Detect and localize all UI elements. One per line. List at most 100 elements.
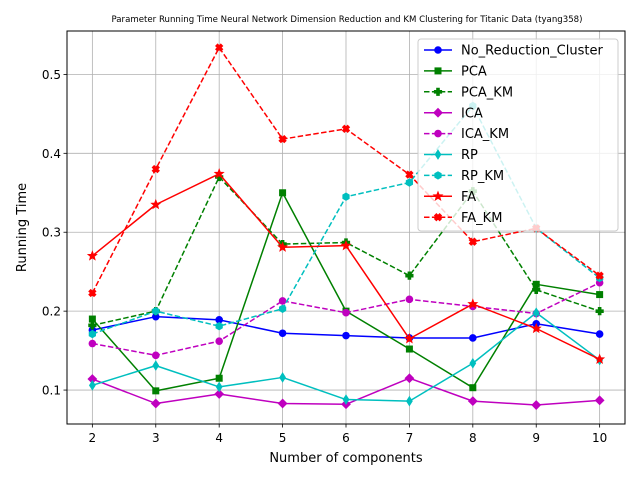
data-point-marker bbox=[215, 43, 224, 52]
data-point-marker bbox=[279, 189, 287, 197]
x-axis-label: Number of components bbox=[269, 451, 423, 466]
data-point-marker bbox=[340, 239, 352, 251]
data-point-marker bbox=[342, 331, 350, 340]
series-fa bbox=[86, 168, 606, 364]
data-point-marker bbox=[152, 306, 160, 316]
y-tick-label: 0.2 bbox=[42, 305, 61, 319]
data-point-marker bbox=[530, 322, 542, 334]
data-point-marker bbox=[278, 304, 287, 313]
legend-item: FA bbox=[424, 190, 476, 205]
legend-item: PCA_KM bbox=[424, 85, 513, 100]
data-point-marker bbox=[404, 373, 415, 384]
data-point-marker bbox=[596, 291, 604, 299]
data-point-marker bbox=[277, 241, 289, 252]
data-point-marker bbox=[341, 124, 351, 134]
data-point-marker bbox=[277, 398, 288, 409]
data-point-marker bbox=[469, 384, 477, 392]
data-point-marker bbox=[434, 171, 442, 180]
chart-title: Parameter Running Time Neural Network Di… bbox=[112, 15, 583, 25]
x-tick-label: 4 bbox=[215, 431, 223, 445]
legend-label: RP_KM bbox=[461, 169, 504, 184]
data-point-marker bbox=[595, 307, 604, 316]
x-tick-label: 5 bbox=[279, 431, 287, 445]
data-point-marker bbox=[403, 332, 415, 344]
data-point-marker bbox=[469, 334, 477, 342]
data-point-marker bbox=[88, 339, 97, 348]
data-point-marker bbox=[406, 395, 413, 407]
legend-label: ICA bbox=[461, 106, 483, 121]
x-tick-label: 10 bbox=[592, 431, 607, 445]
data-point-marker bbox=[150, 398, 161, 409]
data-point-marker bbox=[433, 213, 443, 222]
legend-item: RP_KM bbox=[424, 169, 504, 184]
y-tick-label: 0.4 bbox=[42, 147, 61, 161]
data-point-marker bbox=[151, 164, 160, 174]
data-point-marker bbox=[433, 107, 443, 118]
x-tick-label: 9 bbox=[532, 431, 540, 445]
data-point-marker bbox=[405, 295, 414, 304]
data-point-marker bbox=[594, 353, 606, 364]
legend-label: ICA_KM bbox=[461, 127, 509, 142]
data-point-marker bbox=[215, 321, 223, 331]
x-tick-label: 2 bbox=[89, 431, 97, 445]
data-point-marker bbox=[434, 129, 442, 138]
axis-ticks: 2 3 4 5 6 7 8 9 10 0.1 0.2 0.3 0.4 0.5 bbox=[42, 68, 607, 445]
data-point-marker bbox=[150, 198, 162, 210]
data-point-marker bbox=[278, 134, 287, 144]
data-point-marker bbox=[405, 345, 413, 353]
data-point-marker bbox=[279, 372, 286, 383]
data-point-marker bbox=[433, 87, 443, 96]
legend-item: ICA bbox=[424, 106, 483, 121]
data-point-marker bbox=[469, 357, 477, 369]
data-point-marker bbox=[214, 389, 225, 399]
y-axis-label: Running Time bbox=[15, 183, 30, 272]
legend-item: PCA bbox=[424, 65, 487, 80]
series-rp bbox=[88, 307, 604, 407]
legend-item: No_Reduction_Cluster bbox=[424, 44, 603, 59]
data-point-marker bbox=[215, 337, 223, 345]
data-point-marker bbox=[152, 387, 160, 395]
legend-item: FA_KM bbox=[424, 211, 502, 226]
legend-label: FA_KM bbox=[461, 211, 502, 226]
data-point-marker bbox=[152, 360, 160, 371]
data-point-marker bbox=[468, 237, 477, 246]
data-point-marker bbox=[215, 381, 223, 393]
x-tick-label: 7 bbox=[406, 431, 414, 445]
data-point-marker bbox=[88, 315, 96, 323]
legend-label: PCA_KM bbox=[461, 85, 513, 100]
legend-label: PCA bbox=[461, 65, 487, 80]
y-tick-label: 0.3 bbox=[42, 226, 61, 240]
data-point-marker bbox=[213, 168, 225, 179]
legend-box bbox=[417, 38, 619, 232]
data-point-marker bbox=[434, 149, 442, 160]
data-point-marker bbox=[88, 380, 96, 391]
data-point-marker bbox=[342, 394, 350, 405]
data-point-marker bbox=[342, 192, 350, 201]
data-point-marker bbox=[434, 46, 442, 54]
data-point-marker bbox=[467, 396, 478, 407]
data-point-marker bbox=[278, 329, 287, 338]
legend: No_Reduction_Cluster PCA PCA_KM ICA ICA_KM RP… bbox=[417, 38, 619, 232]
legend-item: RP bbox=[424, 148, 478, 163]
data-point-marker bbox=[434, 67, 442, 75]
x-tick-label: 3 bbox=[152, 431, 160, 445]
data-point-marker bbox=[88, 321, 97, 330]
legend-label: FA bbox=[461, 190, 476, 205]
legend-item: ICA_KM bbox=[424, 127, 509, 142]
legend-label: RP bbox=[461, 148, 478, 163]
series-layer bbox=[86, 43, 606, 410]
x-tick-label: 8 bbox=[469, 431, 477, 445]
data-point-marker bbox=[88, 329, 96, 339]
data-point-marker bbox=[405, 170, 414, 179]
x-tick-label: 6 bbox=[342, 431, 350, 445]
data-point-marker bbox=[595, 271, 604, 280]
data-point-marker bbox=[531, 400, 542, 410]
data-point-marker bbox=[405, 271, 414, 280]
data-point-marker bbox=[342, 308, 350, 317]
data-point-marker bbox=[467, 298, 479, 309]
data-point-marker bbox=[151, 351, 160, 360]
y-tick-label: 0.1 bbox=[42, 384, 61, 398]
y-tick-label: 0.5 bbox=[42, 68, 61, 82]
data-point-marker bbox=[432, 190, 444, 201]
